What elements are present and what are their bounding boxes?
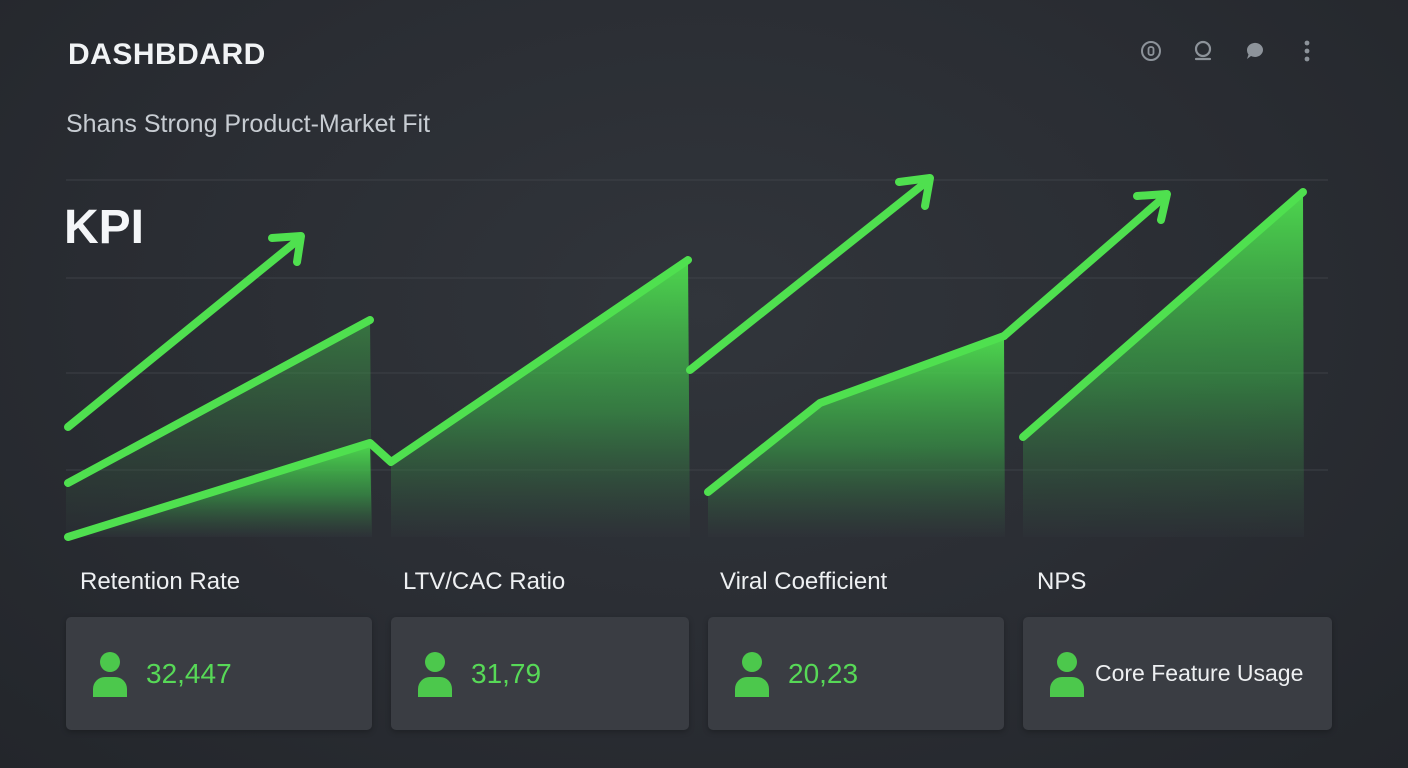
user-icon [735,651,769,697]
metric-card-viral-coefficient[interactable]: 20,23 [708,617,1004,730]
search-icon[interactable] [1190,38,1216,64]
area-panel-3 [708,336,1005,537]
page-title: DASHBDARD [68,38,266,71]
area-panel-4 [1023,192,1304,537]
metric-label-retention-rate: Retention Rate [80,568,241,595]
trend-arrow-3-head [1133,190,1171,224]
settings-icon[interactable] [1138,38,1164,64]
metric-card-ltv-cac[interactable]: 31,79 [391,617,689,730]
trend-line-1 [64,316,374,487]
trend-arrow-2 [686,179,929,374]
metric-card-nps[interactable]: Core Feature Usage [1023,617,1332,730]
trend-line-4 [1019,188,1307,441]
trend-line-2 [64,256,692,541]
trend-arrow-3 [1000,194,1167,340]
metric-label-nps: NPS [1037,568,1087,595]
trend-arrow-1 [64,236,302,431]
chat-icon[interactable] [1242,38,1268,64]
metric-card-retention-rate[interactable]: 32,447 [66,617,372,730]
trend-arrow-1-head [268,232,305,266]
more-vertical-icon[interactable] [1294,38,1320,64]
user-icon [1050,651,1084,697]
metric-value: 31,79 [471,657,542,689]
header-toolbar [1138,38,1320,64]
metric-label-viral-coefficient: Viral Coefficient [720,568,888,595]
metric-label-ltv-cac: LTV/CAC Ratio [403,568,566,595]
metric-value: 20,23 [788,657,859,689]
metric-value: 32,447 [146,657,232,689]
trend-line-3 [704,332,1008,496]
metric-value: Core Feature Usage [1095,660,1304,686]
trend-arrow-2-head [895,174,934,210]
kpi-heading: KPI [64,201,145,254]
page-subtitle: Shans Strong Product-Market Fit [66,110,431,138]
user-icon [93,651,127,697]
user-icon [418,651,452,697]
area-panel-2 [391,260,690,537]
